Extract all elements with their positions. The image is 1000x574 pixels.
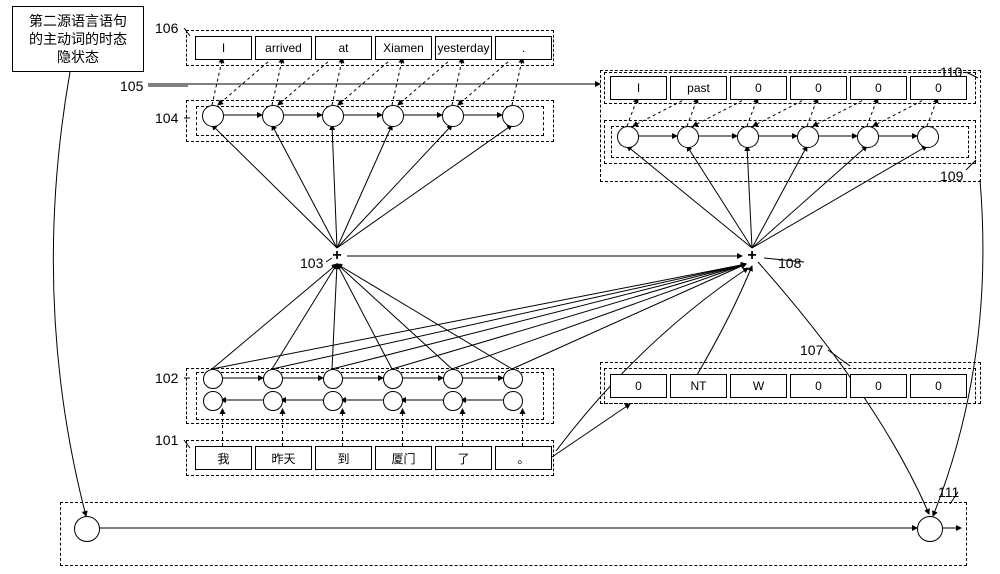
ref-label-106: 106 bbox=[155, 20, 178, 36]
birnn-102-bwd-node-4 bbox=[443, 391, 463, 411]
birnn-102-bwd-node-5 bbox=[503, 391, 523, 411]
output-106-token-0: I bbox=[195, 36, 252, 60]
rnn-109-node-4 bbox=[857, 126, 879, 148]
second-source-tense-hidden-state-box: 第二源语言语句 的主动词的时态 隐状态 bbox=[12, 6, 144, 72]
input-101-token-2: 到 bbox=[315, 446, 372, 470]
attention-103: + bbox=[329, 246, 345, 266]
group-111 bbox=[60, 502, 967, 566]
birnn-102-bwd-node-0 bbox=[203, 391, 223, 411]
gru-111-left bbox=[74, 516, 100, 542]
output-110-token-0: I bbox=[610, 76, 667, 100]
input-107-token-4: 0 bbox=[850, 374, 907, 398]
input-101-token-5: 。 bbox=[495, 446, 552, 470]
input-101-token-3: 厦门 bbox=[375, 446, 432, 470]
gru-111-right bbox=[917, 516, 943, 542]
output-106-token-4: yesterday bbox=[435, 36, 492, 60]
birnn-102-fwd-node-0 bbox=[203, 369, 223, 389]
attention-108: + bbox=[744, 246, 760, 266]
rnn-109-node-5 bbox=[917, 126, 939, 148]
rnn-104-node-0 bbox=[202, 105, 224, 127]
ref-label-108: 108 bbox=[778, 255, 801, 271]
input-101-token-0: 我 bbox=[195, 446, 252, 470]
rnn-109-node-3 bbox=[797, 126, 819, 148]
birnn-102-fwd-node-1 bbox=[263, 369, 283, 389]
input-101-token-1: 昨天 bbox=[255, 446, 312, 470]
ref-label-109: 109 bbox=[940, 168, 963, 184]
rnn-104-node-2 bbox=[322, 105, 344, 127]
ref-label-107: 107 bbox=[800, 342, 823, 358]
rnn-104-node-1 bbox=[262, 105, 284, 127]
ref-label-111: 111 bbox=[938, 484, 959, 500]
input-107-token-3: 0 bbox=[790, 374, 847, 398]
birnn-102-fwd-node-5 bbox=[503, 369, 523, 389]
ref-label-102: 102 bbox=[155, 370, 178, 386]
output-106-token-3: Xiamen bbox=[375, 36, 432, 60]
ref-label-101: 101 bbox=[155, 432, 178, 448]
birnn-102-fwd-node-4 bbox=[443, 369, 463, 389]
ref-label-104: 104 bbox=[155, 110, 178, 126]
input-107-token-5: 0 bbox=[910, 374, 967, 398]
birnn-102-bwd-node-3 bbox=[383, 391, 403, 411]
input-101-token-4: 了 bbox=[435, 446, 492, 470]
rnn-104-node-5 bbox=[502, 105, 524, 127]
rnn-104-node-4 bbox=[442, 105, 464, 127]
birnn-102-bwd-node-2 bbox=[323, 391, 343, 411]
input-107-token-1: NT bbox=[670, 374, 727, 398]
group-109_inner bbox=[611, 126, 969, 158]
ref-label-103: 103 bbox=[300, 255, 323, 271]
birnn-102-fwd-node-2 bbox=[323, 369, 343, 389]
output-110-token-3: 0 bbox=[790, 76, 847, 100]
group-102_inner bbox=[196, 372, 544, 420]
rnn-109-node-1 bbox=[677, 126, 699, 148]
output-110-token-4: 0 bbox=[850, 76, 907, 100]
output-106-token-1: arrived bbox=[255, 36, 312, 60]
birnn-102-bwd-node-1 bbox=[263, 391, 283, 411]
output-110-token-1: past bbox=[670, 76, 727, 100]
output-106-token-5: . bbox=[495, 36, 552, 60]
input-107-token-0: 0 bbox=[610, 374, 667, 398]
birnn-102-fwd-node-3 bbox=[383, 369, 403, 389]
ref-label-105: 105 bbox=[120, 78, 143, 94]
output-106-token-2: at bbox=[315, 36, 372, 60]
rnn-104-node-3 bbox=[382, 105, 404, 127]
rnn-109-node-0 bbox=[617, 126, 639, 148]
rnn-109-node-2 bbox=[737, 126, 759, 148]
input-107-token-2: W bbox=[730, 374, 787, 398]
group-104_inner bbox=[196, 106, 544, 136]
output-110-token-2: 0 bbox=[730, 76, 787, 100]
output-110-token-5: 0 bbox=[910, 76, 967, 100]
